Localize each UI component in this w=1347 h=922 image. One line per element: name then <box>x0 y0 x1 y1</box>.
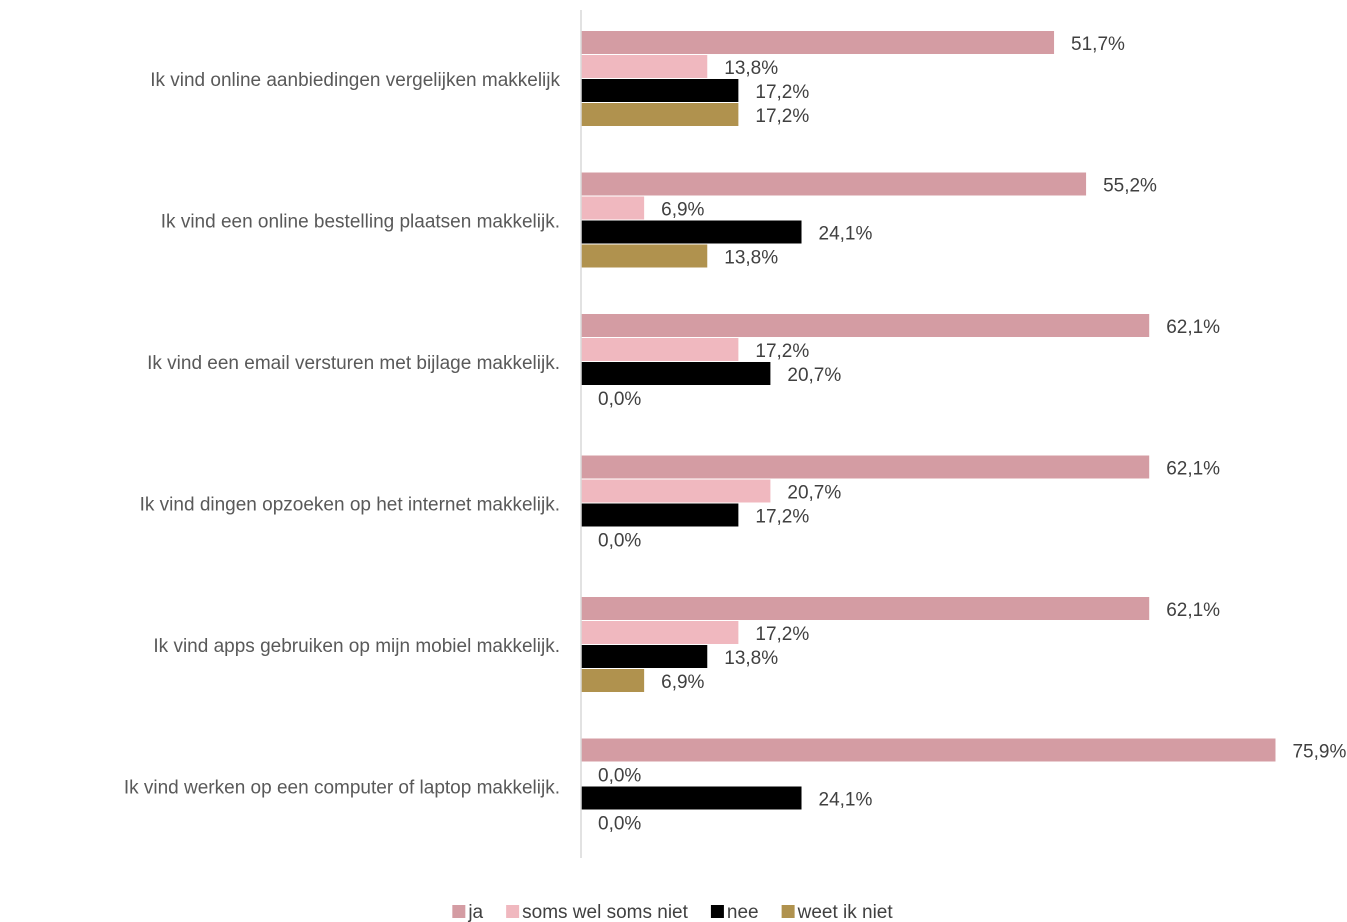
bar <box>581 362 771 385</box>
data-label: 20,7% <box>787 365 841 386</box>
data-label: 75,9% <box>1292 742 1346 763</box>
bar <box>581 621 739 644</box>
bar <box>581 503 739 527</box>
legend-label: soms wel soms niet <box>522 902 688 922</box>
data-label: 24,1% <box>819 224 873 245</box>
data-label: 17,2% <box>755 341 809 362</box>
data-label: 62,1% <box>1166 600 1220 621</box>
data-label: 6,9% <box>661 200 704 221</box>
data-label: 51,7% <box>1071 34 1125 55</box>
bar <box>581 172 1087 196</box>
data-label: 62,1% <box>1166 459 1220 480</box>
legend-label: nee <box>727 902 759 922</box>
data-label: 0,0% <box>598 814 641 835</box>
category-label: Ik vind dingen opzoeken op het internet … <box>140 495 560 516</box>
category-label: Ik vind een online bestelling plaatsen m… <box>161 212 560 233</box>
data-label: 55,2% <box>1103 176 1157 197</box>
category-label: Ik vind een email versturen met bijlage … <box>147 353 560 374</box>
data-label: 24,1% <box>819 790 873 811</box>
bar <box>581 196 645 220</box>
data-label: 13,8% <box>724 248 778 269</box>
bar <box>581 455 1150 479</box>
legend-label: ja <box>467 902 483 922</box>
bar <box>581 103 739 126</box>
data-label: 13,8% <box>724 58 778 79</box>
bar <box>581 244 708 268</box>
category-label: Ik vind apps gebruiken op mijn mobiel ma… <box>153 636 560 657</box>
data-label: 62,1% <box>1166 317 1220 338</box>
bar <box>581 314 1150 337</box>
bar <box>581 220 802 244</box>
bar <box>581 338 739 361</box>
data-label: 6,9% <box>661 672 704 693</box>
legend-swatch <box>452 905 466 918</box>
category-label: Ik vind werken op een computer of laptop… <box>124 778 560 799</box>
data-label: 0,0% <box>598 389 641 410</box>
bar <box>581 597 1150 620</box>
bar <box>581 479 771 503</box>
data-label: 13,8% <box>724 648 778 669</box>
bar <box>581 55 708 78</box>
bar <box>581 738 1276 762</box>
bar <box>581 786 802 810</box>
data-label: 0,0% <box>598 531 641 552</box>
data-label: 17,2% <box>755 106 809 127</box>
legend-swatch <box>781 905 795 918</box>
bar <box>581 31 1055 54</box>
data-label: 17,2% <box>755 624 809 645</box>
bar <box>581 669 645 692</box>
data-label: 20,7% <box>787 483 841 504</box>
data-label: 0,0% <box>598 766 641 787</box>
legend-swatch <box>710 905 724 918</box>
bar <box>581 645 708 668</box>
data-label: 17,2% <box>755 82 809 103</box>
legend-label: weet ik niet <box>797 902 894 922</box>
bar <box>581 79 739 102</box>
category-label: Ik vind online aanbiedingen vergelijken … <box>150 70 560 91</box>
data-label: 17,2% <box>755 507 809 528</box>
legend-swatch <box>506 905 520 918</box>
